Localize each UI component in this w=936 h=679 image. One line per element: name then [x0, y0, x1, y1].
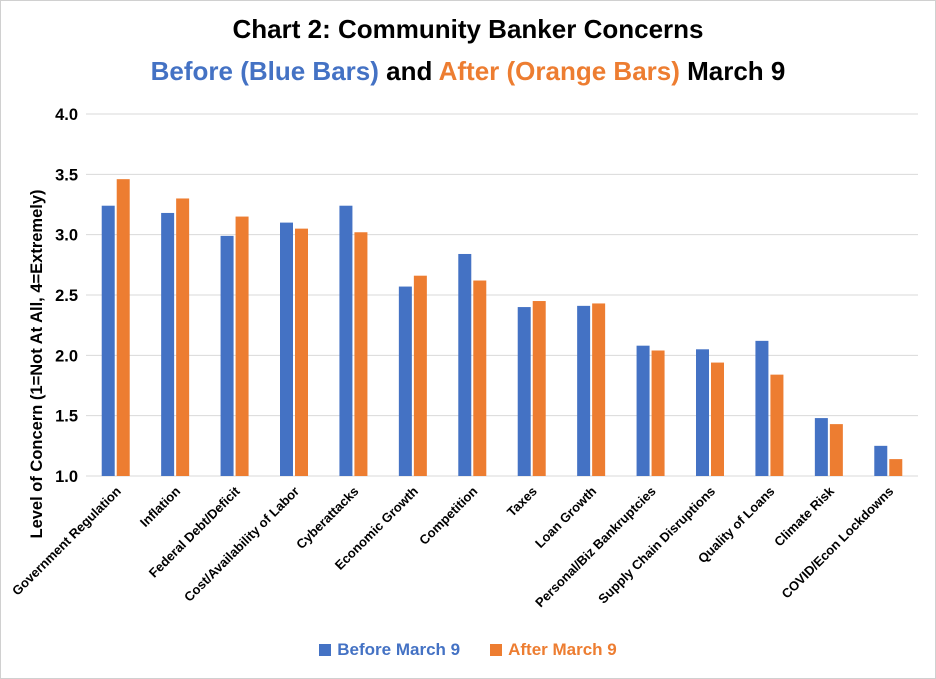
- bar-before-5: [398, 286, 412, 476]
- x-tick-label: COVID/Econ Lockdowns: [779, 484, 897, 602]
- bar-before-9: [636, 345, 650, 476]
- bar-after-0: [116, 179, 130, 476]
- x-tick-label: Loan Growth: [532, 483, 599, 550]
- bar-after-10: [711, 362, 724, 476]
- legend-swatch-after: [490, 644, 503, 656]
- y-tick-label: 1.0: [55, 468, 78, 486]
- subtitle-before-part: Before (Blue Bars): [150, 56, 379, 86]
- legend-label-before: Before March 9: [337, 640, 461, 659]
- x-tick-label: Climate Risk: [771, 483, 837, 549]
- bar-before-4: [339, 205, 353, 476]
- x-tick-label: Cost/Availability of Labor: [181, 484, 302, 605]
- bar-after-13: [889, 459, 903, 476]
- bar-before-7: [517, 307, 531, 476]
- bar-after-4: [354, 232, 368, 476]
- bar-after-8: [592, 303, 606, 476]
- bar-after-6: [473, 280, 487, 476]
- x-tick-label: Government Regulation: [9, 483, 124, 598]
- legend: Before March 9 After March 9: [0, 640, 936, 660]
- bar-before-0: [101, 205, 115, 476]
- x-tick-label: Personal/Biz Bankruptcies: [532, 484, 659, 611]
- legend-label-after: After March 9: [508, 640, 617, 659]
- bar-before-12: [814, 418, 828, 476]
- bar-before-6: [458, 253, 472, 476]
- x-tick-label: Inflation: [137, 483, 183, 529]
- bars: [101, 179, 903, 477]
- bar-before-13: [874, 445, 888, 476]
- bar-before-8: [577, 305, 591, 476]
- legend-item-after: After March 9: [490, 640, 617, 660]
- bar-after-12: [829, 424, 843, 476]
- bar-before-3: [280, 222, 293, 476]
- bar-before-11: [755, 340, 769, 476]
- subtitle-after-part: After (Orange Bars): [438, 56, 680, 86]
- legend-item-before: Before March 9: [319, 640, 460, 660]
- chart-subtitle: Before (Blue Bars) and After (Orange Bar…: [0, 56, 936, 87]
- bar-after-5: [413, 275, 427, 476]
- y-tick-label: 3.0: [55, 227, 78, 245]
- chart-title: Chart 2: Community Banker Concerns: [232, 14, 704, 44]
- x-tick-label: Supply Chain Disruptions: [595, 484, 718, 607]
- bar-after-1: [176, 198, 190, 476]
- x-tick-label: Competition: [416, 483, 480, 547]
- bar-before-2: [220, 235, 234, 476]
- y-tick-label: 4.0: [55, 106, 78, 124]
- bar-after-3: [295, 228, 308, 476]
- bar-after-7: [532, 301, 546, 476]
- bar-after-2: [235, 216, 249, 477]
- bar-before-10: [696, 349, 709, 476]
- y-axis-ticks: 1.0 1.5 2.0 2.5 3.0 3.5 4.0: [55, 106, 78, 486]
- bar-before-1: [161, 212, 175, 477]
- subtitle-date-part: March 9: [679, 56, 786, 86]
- bar-after-9: [651, 350, 665, 476]
- y-tick-label: 1.5: [55, 408, 78, 426]
- y-tick-label: 2.0: [55, 347, 78, 365]
- y-tick-label: 3.5: [55, 166, 78, 184]
- y-axis-label: Level of Concern (1=Not At All, 4=Extrem…: [28, 189, 46, 538]
- x-tick-label: Taxes: [504, 484, 540, 520]
- subtitle-and-part: and: [378, 56, 439, 86]
- y-tick-label: 2.5: [55, 287, 78, 305]
- gridlines: [86, 113, 918, 477]
- legend-swatch-before: [319, 644, 332, 656]
- bar-after-11: [770, 374, 784, 476]
